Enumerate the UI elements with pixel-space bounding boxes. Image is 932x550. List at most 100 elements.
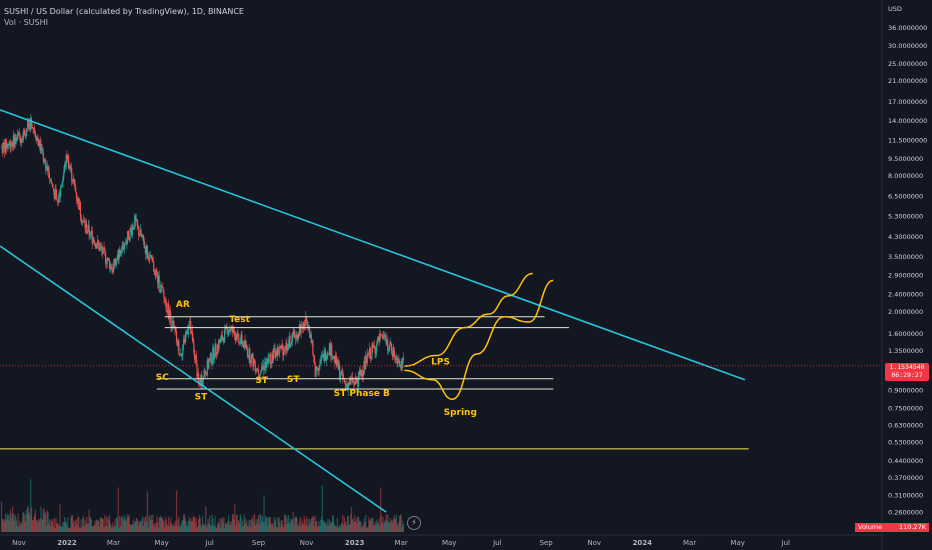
candle-body: [268, 354, 271, 355]
volume-bar: [190, 521, 193, 532]
volume-bar: [284, 515, 286, 532]
candle-body: [24, 135, 26, 137]
candle-body: [3, 143, 5, 145]
volume-bar: [300, 525, 302, 532]
volume-bar: [86, 523, 89, 532]
candle-body: [292, 332, 294, 334]
candle-body: [108, 260, 111, 269]
volume-bar: [290, 518, 292, 532]
candle-body: [152, 261, 154, 263]
candle-body: [45, 166, 48, 170]
candle-body: [76, 198, 78, 202]
volume-bar: [402, 520, 404, 532]
candle-body: [75, 191, 78, 199]
candle-body: [104, 248, 106, 253]
candle-body: [339, 375, 342, 379]
volume-bar: [250, 519, 253, 532]
volume-bar: [168, 526, 171, 532]
candle-body: [246, 344, 248, 350]
volume-bar: [335, 525, 337, 532]
volume-bar: [138, 520, 141, 532]
volume-bar: [219, 518, 221, 532]
candle-body: [128, 239, 130, 241]
volume-bar: [186, 526, 189, 532]
candle-body: [346, 384, 349, 391]
volume-bar: [225, 523, 227, 532]
time-tick-label: May: [154, 539, 168, 547]
candle-body: [84, 222, 86, 229]
candle-body: [121, 245, 123, 254]
candle-body: [183, 338, 186, 343]
volume-bar: [227, 515, 230, 532]
volume-bar: [188, 516, 190, 532]
bar-countdown: 06:29:27: [891, 371, 923, 379]
volume-bar: [344, 523, 346, 532]
price-tick-label: 0.6300000: [888, 422, 923, 430]
candle-body: [20, 139, 22, 143]
volume-bar: [175, 520, 177, 532]
candle-body: [205, 373, 208, 376]
price-tick-label: 3.5000000: [888, 253, 923, 261]
candle-body: [383, 334, 386, 336]
volume-bar: [30, 507, 33, 532]
volume-bar: [398, 521, 400, 532]
candle-body: [303, 322, 305, 326]
candle-body: [169, 310, 171, 318]
candle-body: [11, 142, 13, 145]
price-tick-label: 0.2600000: [888, 509, 923, 517]
volume-bar: [93, 521, 96, 532]
candle-body: [266, 358, 268, 362]
candle-body: [311, 341, 313, 343]
candle-body: [185, 332, 187, 338]
candle-body: [156, 272, 158, 275]
volume-bar: [112, 525, 115, 532]
candle-body: [398, 360, 400, 362]
volume-bar: [358, 521, 360, 532]
candle-body: [98, 244, 100, 251]
volume-bar: [125, 521, 127, 532]
candle-body: [64, 164, 66, 172]
volume-bar: [183, 514, 185, 532]
volume-indicator-label[interactable]: Vol · SUSHI: [4, 18, 48, 27]
candle-body: [99, 246, 101, 251]
candle-body: [127, 230, 130, 240]
candle-body: [112, 268, 114, 273]
candle-body: [321, 354, 323, 357]
candle-body: [348, 383, 350, 385]
candle-body: [100, 246, 102, 248]
volume-bar: [203, 524, 205, 532]
candle-body: [335, 355, 337, 364]
candle-body: [286, 342, 288, 351]
volume-bar: [137, 520, 139, 532]
volume-bar: [364, 521, 366, 532]
candle-body: [161, 287, 163, 289]
candle-body: [155, 269, 157, 273]
volume-bar: [101, 518, 104, 532]
candle-body: [159, 290, 161, 292]
candle-body: [255, 370, 257, 372]
candle-body: [31, 126, 33, 128]
volume-bar: [74, 526, 76, 532]
price-tick-label: 1.3500000: [888, 347, 923, 355]
volume-bar: [90, 517, 92, 532]
candle-body: [363, 360, 365, 375]
volume-bar: [127, 516, 130, 532]
volume-bar: [338, 525, 340, 532]
volume-bar: [367, 526, 369, 532]
volume-bar: [311, 517, 313, 532]
volume-bar: [319, 526, 321, 532]
candle-body: [277, 347, 279, 354]
candle-body: [116, 260, 118, 263]
volume-bar: [306, 526, 308, 532]
candle-body: [272, 350, 275, 361]
volume-bar: [376, 522, 379, 532]
volume-bar: [67, 527, 70, 532]
candle-body: [218, 340, 220, 350]
candle-body: [16, 134, 18, 140]
volume-bar: [374, 521, 376, 532]
lightning-icon[interactable]: ⚡: [407, 516, 421, 530]
volume-bar: [205, 506, 207, 532]
candle-body: [105, 252, 107, 264]
volume-bar: [119, 526, 122, 532]
